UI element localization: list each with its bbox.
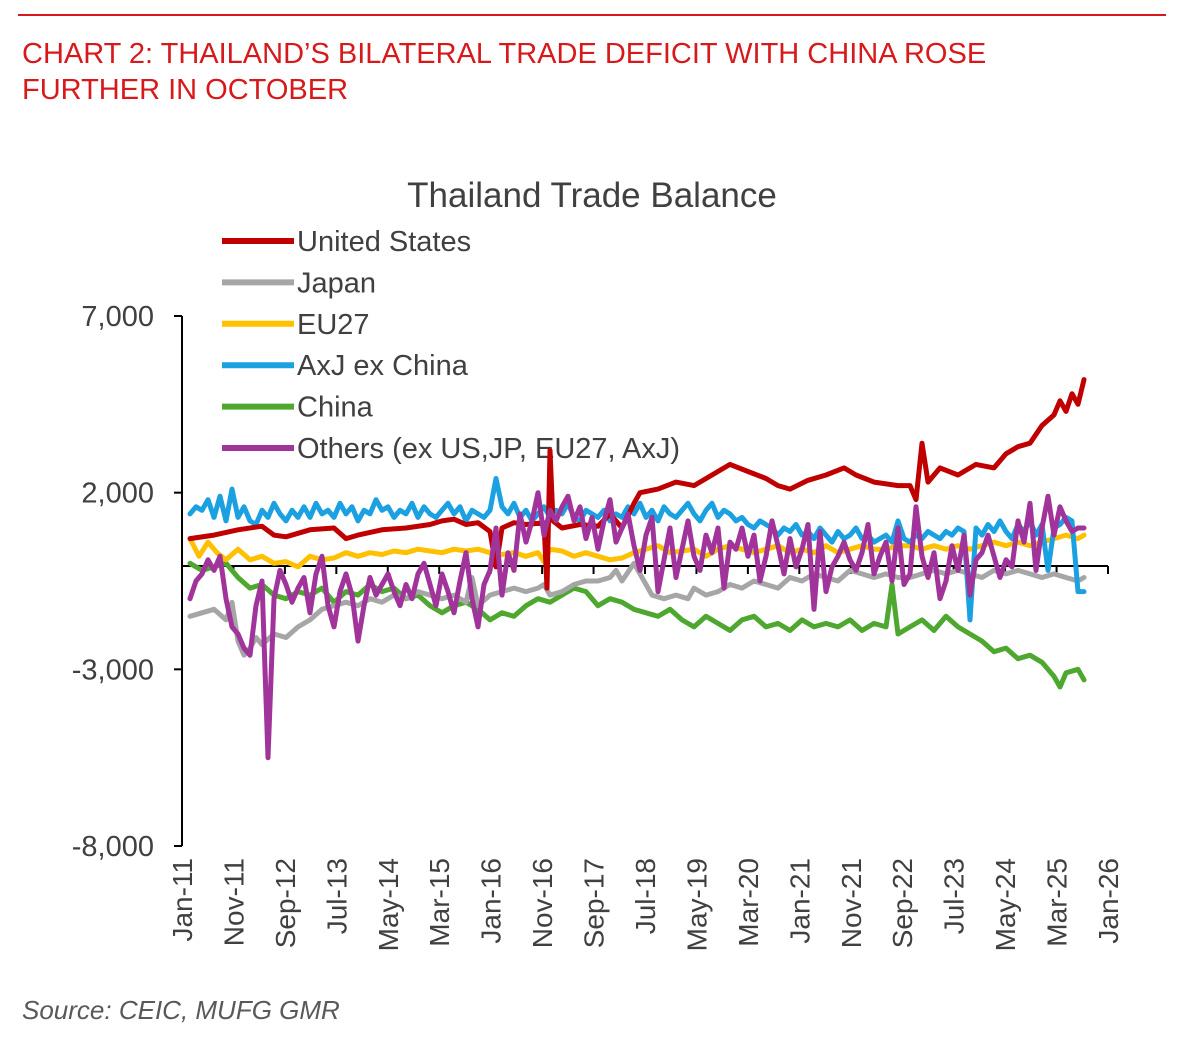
x-tick-label: Jan-26 bbox=[1093, 858, 1124, 944]
top-rule bbox=[18, 14, 1166, 16]
y-tick-label: -8,000 bbox=[72, 831, 154, 863]
x-tick-label: Mar-15 bbox=[424, 858, 455, 947]
x-axis: Jan-11 Nov-11 Sep-12 Jul-13 May-14 Mar-15 Jan-… bbox=[167, 565, 1124, 951]
y-tick-label: -3,000 bbox=[72, 654, 154, 686]
x-tick-label: Sep-22 bbox=[887, 858, 918, 948]
chart-title: Thailand Trade Balance bbox=[407, 176, 777, 215]
x-tick-label: Jan-21 bbox=[784, 858, 815, 944]
x-tick-label: May-14 bbox=[373, 858, 404, 951]
x-tick-label: Jul-23 bbox=[939, 858, 970, 934]
x-tick-label: Nov-11 bbox=[218, 858, 249, 946]
legend-label: China bbox=[297, 392, 374, 424]
series-layer bbox=[187, 377, 1087, 761]
legend-label: AxJ ex China bbox=[297, 350, 469, 382]
x-tick-label: Nov-16 bbox=[527, 858, 558, 948]
series-line-japan bbox=[187, 560, 1087, 658]
series-line-eu27 bbox=[187, 532, 1087, 570]
x-tick-label: May-19 bbox=[681, 858, 712, 951]
legend-label: United States bbox=[297, 226, 471, 258]
x-tick-label: Jul-13 bbox=[321, 858, 352, 934]
source-note: Source: CEIC, MUFG GMR bbox=[22, 995, 340, 1025]
legend-label: Japan bbox=[297, 267, 376, 299]
x-tick-label: Jul-18 bbox=[630, 858, 661, 934]
y-tick-label: 2,000 bbox=[81, 478, 154, 510]
x-tick-label: Mar-25 bbox=[1042, 858, 1073, 947]
series-line-china bbox=[187, 560, 1087, 690]
legend-label: EU27 bbox=[297, 309, 370, 341]
x-tick-label: Sep-12 bbox=[270, 858, 301, 948]
x-tick-label: Jan-16 bbox=[476, 858, 507, 944]
series-line-others-ex-us-jp-eu27-axj bbox=[187, 490, 1087, 761]
y-axis: 7,000 2,000 -3,000 -8,000 bbox=[72, 301, 183, 863]
x-tick-label: May-24 bbox=[990, 858, 1021, 951]
x-tick-label: Nov-21 bbox=[836, 858, 867, 948]
series-line-united-states bbox=[187, 377, 1087, 591]
exhibit-title: CHART 2: THAILAND’S BILATERAL TRADE DEFI… bbox=[22, 38, 987, 106]
x-tick-label: Jan-11 bbox=[167, 858, 198, 942]
x-tick-label: Sep-17 bbox=[579, 858, 610, 948]
x-tick-label: Mar-20 bbox=[733, 858, 764, 947]
legend: United States Japan EU27 AxJ ex China China O… bbox=[222, 226, 680, 465]
legend-label: Others (ex US,JP, EU27, AxJ) bbox=[297, 433, 680, 465]
series-line-axj-ex-china bbox=[187, 476, 1087, 623]
y-tick-label: 7,000 bbox=[81, 301, 154, 333]
